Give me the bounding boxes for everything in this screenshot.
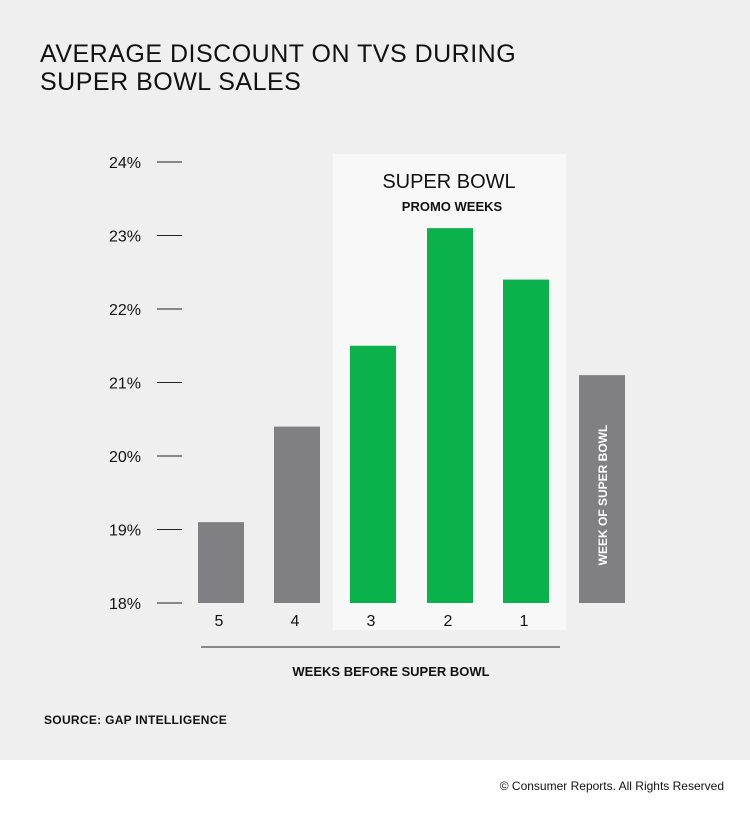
x-category-label: 5 xyxy=(215,613,224,630)
bar-week-of-super-bowl xyxy=(579,375,625,603)
x-category-label: 4 xyxy=(291,613,300,630)
y-tick-label: 18% xyxy=(109,596,141,613)
bar-week-4 xyxy=(274,426,320,603)
y-tick-label: 23% xyxy=(109,229,141,246)
y-tick-label: 24% xyxy=(109,155,141,172)
promo-highlight-subtitle: PROMO WEEKS xyxy=(402,199,503,214)
source-note: SOURCE: GAP INTELLIGENCE xyxy=(44,713,227,727)
x-axis-label: WEEKS BEFORE SUPER BOWL xyxy=(292,664,489,679)
x-category-label: 1 xyxy=(520,613,529,630)
x-category-label: 2 xyxy=(444,613,453,630)
chart-title: AVERAGE DISCOUNT ON TVS DURING SUPER BOW… xyxy=(40,40,516,96)
chart-title-line-2: SUPER BOWL SALES xyxy=(40,68,302,96)
bar-week-5 xyxy=(198,522,244,603)
bar-week-3 xyxy=(350,345,396,603)
x-category-label-week-of-super-bowl: WEEK OF SUPER BOWL xyxy=(596,425,610,566)
bar-chart: SUPER BOWL PROMO WEEKS 18% 19% 20% 21% 22% 23% 2… xyxy=(109,154,625,679)
y-tick-label: 20% xyxy=(109,449,141,466)
bar-week-2 xyxy=(427,228,473,603)
chart-title-line-1: AVERAGE DISCOUNT ON TVS DURING xyxy=(40,40,517,68)
y-tick-label: 19% xyxy=(109,523,141,540)
x-category-label: 3 xyxy=(367,613,376,630)
y-tick-label: 22% xyxy=(109,302,141,319)
promo-highlight-title: SUPER BOWL xyxy=(382,171,515,193)
bar-week-1 xyxy=(503,279,549,603)
y-tick-label: 21% xyxy=(109,376,141,393)
copyright-notice: © Consumer Reports. All Rights Reserved xyxy=(499,779,724,793)
